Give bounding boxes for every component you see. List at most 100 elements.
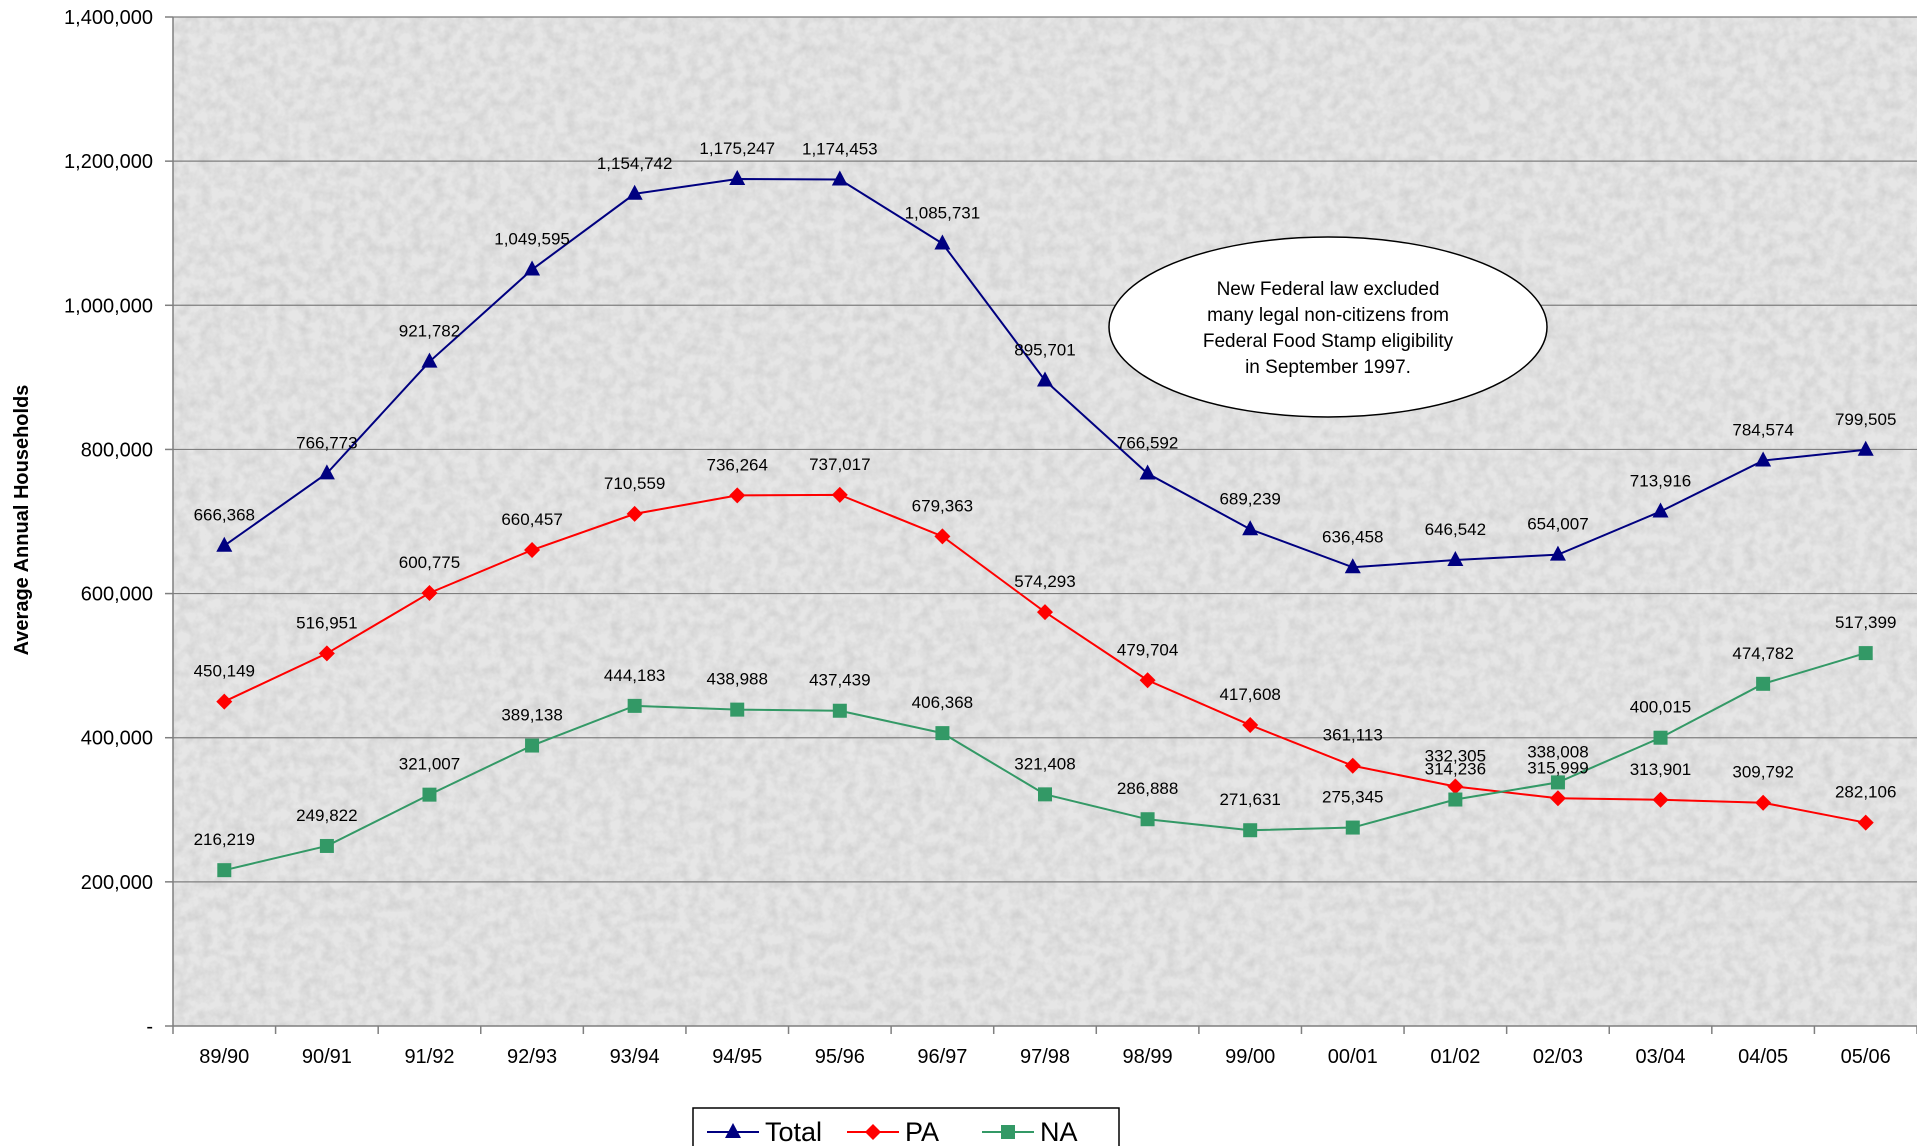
x-tick-label: 97/98 (1020, 1046, 1070, 1068)
x-tick-label: 95/96 (815, 1046, 865, 1068)
gridlines (173, 16, 1917, 883)
x-tick-label: 89/90 (199, 1046, 249, 1068)
data-label-na: 437,439 (809, 671, 870, 690)
point-total (831, 170, 848, 186)
legend-marker-pa (865, 1124, 881, 1140)
point-na (525, 738, 540, 753)
data-label-pa: 417,608 (1219, 685, 1280, 704)
data-label-na: 474,782 (1732, 644, 1793, 663)
legend-label-total: Total (765, 1117, 822, 1146)
point-na (935, 726, 950, 741)
data-label-pa: 315,999 (1527, 758, 1588, 777)
x-tick-label: 02/03 (1533, 1046, 1583, 1068)
point-pa (421, 585, 438, 602)
point-total (216, 536, 233, 552)
data-label-na: 216,219 (194, 830, 255, 849)
point-na (1858, 646, 1873, 661)
point-total (1652, 502, 1669, 518)
y-axis-title: Average Annual Households (11, 385, 33, 656)
data-label-pa: 710,559 (604, 474, 665, 493)
point-total (1549, 545, 1566, 561)
point-na (1345, 820, 1360, 835)
point-total (318, 464, 335, 480)
data-label-pa: 282,106 (1835, 783, 1896, 802)
y-tick-label: - (146, 1016, 153, 1038)
data-label-total: 766,773 (296, 433, 357, 452)
data-label-pa: 679,363 (912, 496, 973, 515)
point-na (1653, 730, 1668, 745)
legend: Total PA NA (692, 1107, 1120, 1146)
y-tick-label: 1,200,000 (64, 151, 153, 173)
x-tick-label: 98/99 (1123, 1046, 1173, 1068)
point-total (1242, 520, 1259, 536)
annotation-callout: New Federal law excluded many legal non-c… (1108, 236, 1548, 418)
callout-ellipse (1108, 236, 1548, 418)
point-na (1243, 823, 1258, 838)
data-label-na: 438,988 (707, 670, 768, 689)
data-label-na: 275,345 (1322, 788, 1383, 807)
point-pa (1139, 672, 1156, 689)
data-label-pa: 313,901 (1630, 760, 1691, 779)
axes: - 200,000 400,000 600,000 800,000 1,000,000 1,… (64, 7, 1917, 1068)
legend-label-pa: PA (905, 1117, 939, 1146)
data-label-na: 444,183 (604, 666, 665, 685)
x-tick-label: 99/00 (1225, 1046, 1275, 1068)
x-tick-label: 03/04 (1635, 1046, 1685, 1068)
x-tick-label: 05/06 (1841, 1046, 1891, 1068)
annotation-text-line: many legal non-citizens from (1207, 305, 1449, 326)
data-label-total: 1,174,453 (802, 140, 878, 159)
point-total (1344, 558, 1361, 574)
data-label-total: 921,782 (399, 322, 460, 341)
data-label-na: 286,888 (1117, 779, 1178, 798)
data-label-pa: 309,792 (1732, 763, 1793, 782)
point-pa (318, 645, 335, 662)
point-total (1139, 464, 1156, 480)
data-label-na: 249,822 (296, 806, 357, 825)
point-pa (524, 541, 541, 558)
data-label-na: 406,368 (912, 693, 973, 712)
data-label-na: 389,138 (501, 706, 562, 725)
point-total (626, 184, 643, 200)
data-label-na: 400,015 (1630, 698, 1691, 717)
point-pa (626, 505, 643, 522)
y-tick-label: 400,000 (81, 728, 153, 750)
data-label-na: 321,408 (1014, 754, 1075, 773)
legend-label-na: NA (1040, 1117, 1078, 1146)
data-label-pa: 574,293 (1014, 572, 1075, 591)
point-pa (831, 486, 848, 503)
point-na (217, 863, 232, 878)
point-na (730, 702, 745, 717)
x-tick-label: 96/97 (917, 1046, 967, 1068)
data-label-pa: 736,264 (707, 455, 768, 474)
data-label-total: 1,154,742 (597, 154, 673, 173)
data-label-total: 1,049,595 (494, 230, 570, 249)
y-tick-label: 1,000,000 (64, 295, 153, 317)
x-tick-label: 92/93 (507, 1046, 557, 1068)
legend-marker-na (1001, 1125, 1015, 1139)
point-pa (1857, 814, 1874, 831)
point-pa (934, 528, 951, 545)
plot-texture (173, 17, 1917, 1026)
point-na (422, 787, 437, 802)
point-na (832, 703, 847, 718)
point-total (1755, 451, 1772, 467)
point-na (1550, 775, 1565, 790)
point-pa (1344, 757, 1361, 774)
point-na (627, 698, 642, 713)
legend-box (692, 1107, 1120, 1146)
y-tick-label: 1,400,000 (64, 7, 153, 29)
data-label-total: 1,085,731 (905, 203, 981, 222)
data-label-pa: 450,149 (194, 662, 255, 681)
data-label-na: 517,399 (1835, 613, 1896, 632)
point-total (524, 260, 541, 276)
data-label-na: 321,007 (399, 755, 460, 774)
x-tick-label: 01/02 (1430, 1046, 1480, 1068)
data-label-total: 689,239 (1219, 489, 1280, 508)
data-label-pa: 479,704 (1117, 640, 1178, 659)
data-label-pa: 361,113 (1323, 726, 1383, 745)
point-pa (1242, 717, 1259, 734)
data-label-total: 895,701 (1014, 340, 1075, 359)
point-na (1140, 812, 1155, 827)
x-tick-label: 04/05 (1738, 1046, 1788, 1068)
